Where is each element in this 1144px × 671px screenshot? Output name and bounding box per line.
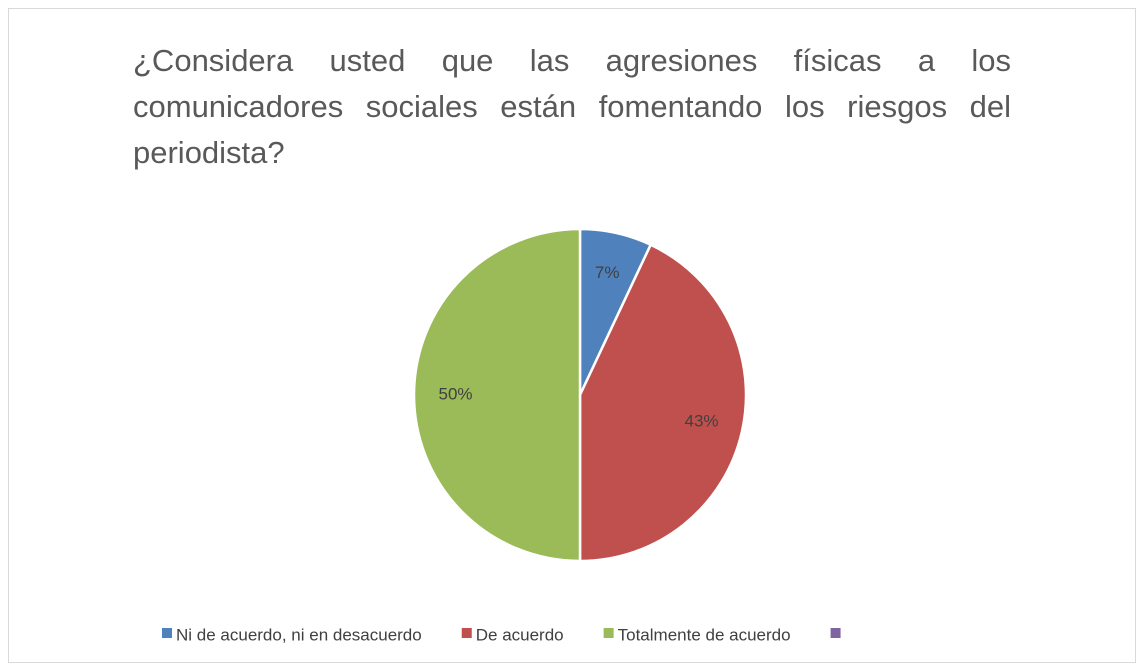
chart-frame xyxy=(8,8,1136,663)
chart-title: ¿Considera usted que las agresiones físi… xyxy=(133,43,1011,170)
data-label: 50% xyxy=(438,384,472,403)
legend-label: De acuerdo xyxy=(476,625,564,644)
legend-label: Totalmente de acuerdo xyxy=(618,625,791,644)
legend-swatch xyxy=(162,628,172,638)
pie-slice xyxy=(412,227,582,563)
data-label: 43% xyxy=(684,412,718,431)
legend-swatch xyxy=(603,628,614,638)
legend-swatch xyxy=(830,628,841,638)
legend-swatch xyxy=(461,628,472,638)
legend-label: Ni de acuerdo, ni en desacuerdo xyxy=(176,625,422,644)
data-label: 7% xyxy=(595,263,620,282)
pie-slice xyxy=(578,243,748,563)
